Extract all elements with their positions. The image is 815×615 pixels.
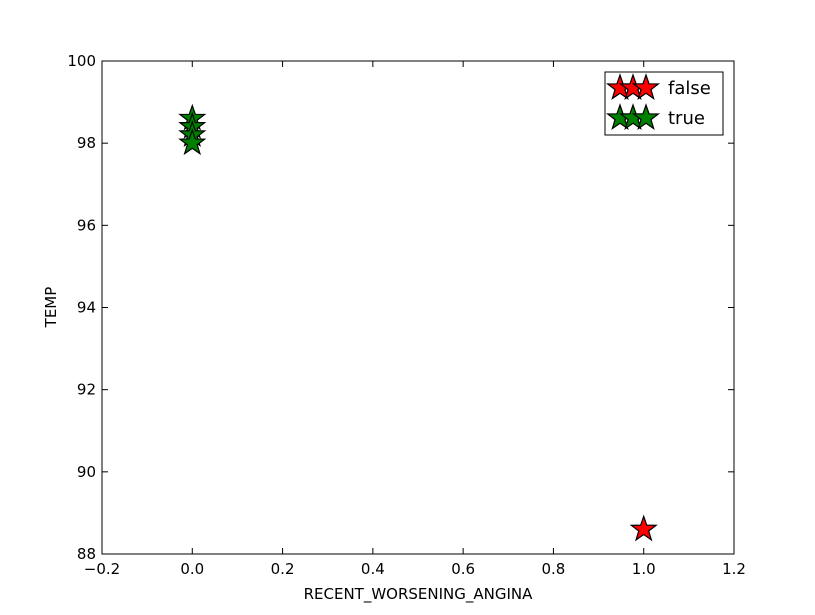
- x-tick-label: 1.0: [632, 560, 656, 578]
- x-tick-label: 0.2: [271, 560, 295, 578]
- legend-marker-false: [631, 73, 661, 100]
- legend: false true: [604, 71, 724, 136]
- y-tick-label: 98: [77, 134, 96, 152]
- y-tick-label: 94: [77, 299, 96, 317]
- legend-items: false true: [605, 73, 711, 130]
- legend-label-false: false: [668, 78, 711, 99]
- y-tick-label: 96: [77, 216, 96, 234]
- x-tick-label: 1.2: [722, 560, 746, 578]
- legend-label-true: true: [668, 108, 705, 129]
- data-point-false: [629, 514, 658, 542]
- x-axis-label: RECENT_WORSENING_ANGINA: [304, 585, 534, 604]
- y-axis-label: TEMP: [42, 287, 60, 329]
- y-tick-label: 88: [77, 545, 96, 563]
- x-tick-label: 0.0: [180, 560, 204, 578]
- x-tick-label: −0.2: [84, 560, 120, 578]
- axis-ticks: −0.2 0.0 0.2 0.4 0.6 0.8 1.0 1.2 88 90 92 94 96 98 100: [67, 52, 746, 578]
- data-point-true: [178, 128, 207, 156]
- data-points: [178, 103, 658, 542]
- y-tick-label: 90: [77, 463, 96, 481]
- y-tick-label: 92: [77, 381, 96, 399]
- x-tick-label: 0.8: [541, 560, 565, 578]
- x-tick-label: 0.6: [451, 560, 475, 578]
- x-tick-label: 0.4: [361, 560, 385, 578]
- legend-marker-true: [631, 103, 661, 130]
- y-tick-label: 100: [67, 52, 96, 70]
- plot-frame: [101, 60, 735, 555]
